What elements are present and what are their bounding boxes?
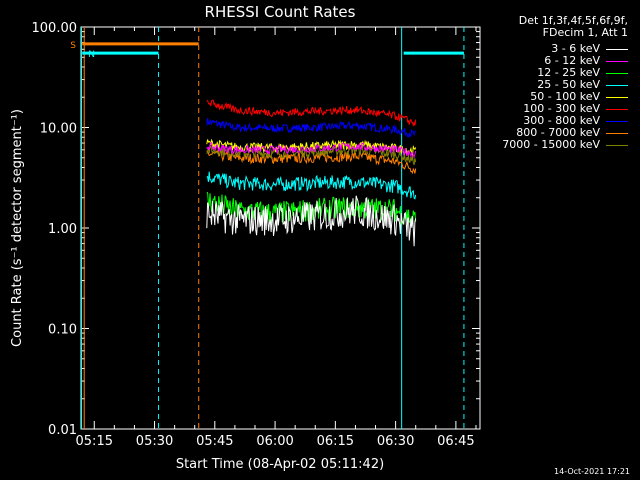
y-axis-label: Count Rate (s⁻¹ detector segment⁻¹) bbox=[10, 109, 25, 347]
legend-entry-label: 6 - 12 keV bbox=[544, 54, 600, 67]
y-tick-label: 0.10 bbox=[48, 323, 77, 338]
x-axis-label: Start Time (08-Apr-02 05:11:42) bbox=[176, 457, 384, 472]
legend-header-line: Det 1f,3f,4f,5f,6f,9f, bbox=[518, 14, 628, 27]
legend-entry: 3 - 6 keV bbox=[470, 43, 630, 55]
legend-entry: 300 - 800 keV bbox=[470, 115, 630, 127]
x-tick-label: 06:15 bbox=[317, 434, 354, 449]
legend-header: Det 1f,3f,4f,5f,6f,9f, FDecim 1, Att 1 bbox=[519, 15, 628, 39]
legend-entry: 12 - 25 keV bbox=[470, 67, 630, 79]
state-segment-label: S bbox=[70, 41, 76, 51]
legend-entry-label: 7000 - 15000 keV bbox=[502, 138, 600, 151]
x-tick-label: 05:45 bbox=[196, 434, 233, 449]
state-segment-label: N bbox=[88, 50, 95, 60]
series-line-100-300-kev bbox=[206, 99, 417, 127]
chart-title: RHESSI Count Rates bbox=[205, 3, 356, 21]
legend: 3 - 6 keV 6 - 12 keV 12 - 25 keV 25 - 50 ke… bbox=[470, 43, 630, 151]
legend-swatch bbox=[606, 49, 628, 50]
legend-header-line: FDecim 1, Att 1 bbox=[542, 26, 628, 39]
legend-entry-label: 3 - 6 keV bbox=[551, 42, 600, 55]
legend-entry: 800 - 7000 keV bbox=[470, 127, 630, 139]
legend-entry: 7000 - 15000 keV bbox=[470, 139, 630, 151]
plot-frame bbox=[80, 26, 481, 430]
series-line-6-12-kev bbox=[206, 142, 417, 159]
legend-entry: 50 - 100 keV bbox=[470, 91, 630, 103]
legend-swatch bbox=[606, 97, 628, 98]
x-tick-label: 06:45 bbox=[437, 434, 474, 449]
plot-area: 0.01 0.10 1.00 10.00 100.00 05:15 05:30 05:45 06… bbox=[32, 21, 481, 449]
legend-swatch bbox=[606, 121, 628, 122]
x-tick-label: 06:30 bbox=[377, 434, 414, 449]
legend-swatch bbox=[606, 109, 628, 110]
y-tick-label: 0.01 bbox=[48, 423, 77, 438]
legend-swatch bbox=[606, 85, 628, 86]
legend-entry-label: 300 - 800 keV bbox=[523, 114, 600, 127]
legend-swatch bbox=[606, 73, 628, 74]
series-line-300-800-kev bbox=[206, 118, 417, 138]
x-tick-label: 06:00 bbox=[256, 434, 293, 449]
series-line-800-7000-kev bbox=[206, 148, 417, 175]
y-tick-label: 10.00 bbox=[40, 122, 77, 137]
legend-entry: 6 - 12 keV bbox=[470, 55, 630, 67]
legend-entry: 100 - 300 keV bbox=[470, 103, 630, 115]
series-line-3-6-kev bbox=[206, 195, 417, 247]
y-tick-label: 1.00 bbox=[48, 222, 77, 237]
legend-entry-label: 50 - 100 keV bbox=[530, 90, 600, 103]
x-tick-label: 05:15 bbox=[76, 434, 113, 449]
legend-swatch bbox=[606, 61, 628, 62]
y-tick-label: 100.00 bbox=[32, 21, 78, 36]
legend-swatch bbox=[606, 145, 628, 146]
legend-entry-label: 800 - 7000 keV bbox=[516, 126, 600, 139]
legend-entry: 25 - 50 keV bbox=[470, 79, 630, 91]
legend-entry-label: 12 - 25 keV bbox=[537, 66, 600, 79]
plot-timestamp: 14-Oct-2021 17:21 bbox=[554, 467, 630, 476]
legend-swatch bbox=[606, 133, 628, 134]
legend-entry-label: 25 - 50 keV bbox=[537, 78, 600, 91]
series-line-25-50-kev bbox=[206, 171, 417, 200]
x-tick-label: 05:30 bbox=[136, 434, 173, 449]
legend-entry-label: 100 - 300 keV bbox=[523, 102, 600, 115]
